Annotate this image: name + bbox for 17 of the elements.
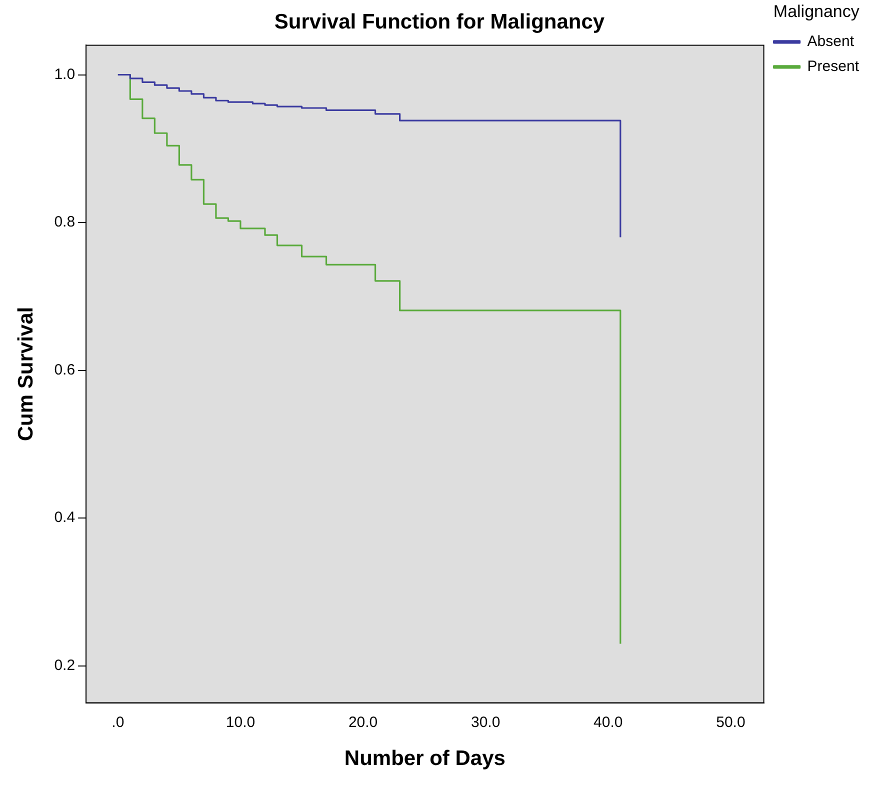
y-tick-label: 0.2	[54, 656, 76, 674]
chart-title: Survival Function for Malignancy	[274, 10, 605, 34]
legend-title: Malignancy	[773, 2, 860, 22]
x-tick-label: 20.0	[348, 714, 378, 731]
x-tick-label: 30.0	[470, 714, 500, 731]
y-tick-label: 0.6	[54, 361, 76, 378]
x-tick-label: 10.0	[226, 714, 256, 731]
y-tick-label: 0.4	[54, 509, 76, 526]
x-tick-label: 50.0	[716, 714, 746, 731]
x-tick-label: .0	[112, 714, 124, 731]
legend-label: Absent	[807, 33, 855, 50]
y-tick-label: 1.0	[54, 66, 76, 83]
y-tick-label: 0.8	[54, 214, 76, 231]
y-axis-title: Cum Survival	[14, 306, 38, 442]
x-axis-title: Number of Days	[344, 747, 506, 770]
x-tick-label: 40.0	[594, 714, 623, 731]
legend-label: Present	[807, 58, 860, 76]
